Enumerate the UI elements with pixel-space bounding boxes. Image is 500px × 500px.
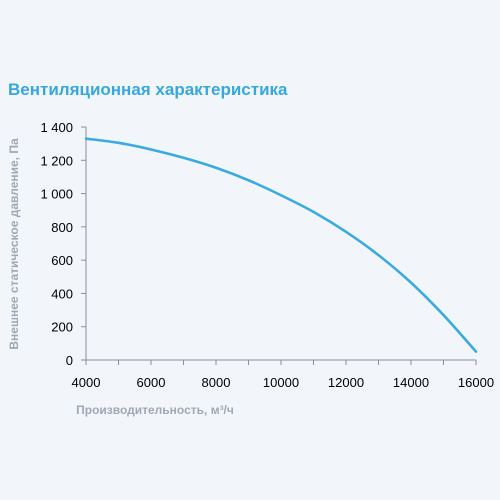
- y-axis-label-text: Внешнее статическое давление, Па: [7, 138, 21, 350]
- y-tick-label: 0: [66, 353, 73, 368]
- y-tick-label: 400: [51, 286, 73, 301]
- tick-labels: 0 200 400 600 800 1 000 1 200 1 400 4000 6000 8000…: [40, 120, 494, 390]
- series-line: [84, 137, 478, 353]
- chart-title: Вентиляционная характеристика: [8, 80, 288, 99]
- x-axis-label-text: Производительность, м³/ч: [76, 403, 234, 417]
- x-tick-label: 4000: [72, 375, 101, 390]
- y-axis-label: Внешнее статическое давление, Па: [7, 138, 21, 350]
- x-tick-label: 16000: [458, 375, 494, 390]
- x-tick-label: 6000: [137, 375, 166, 390]
- ticks: [81, 126, 477, 365]
- x-axis-label: Производительность, м³/ч: [76, 403, 234, 417]
- x-tick-label: 10000: [263, 375, 299, 390]
- series-group: [84, 137, 478, 353]
- y-tick-label: 600: [51, 253, 73, 268]
- x-tick-label: 8000: [202, 375, 231, 390]
- axes: [85, 127, 476, 361]
- y-tick-label: 200: [51, 320, 73, 335]
- y-tick-label: 1 400: [40, 120, 73, 135]
- x-tick-label: 14000: [393, 375, 429, 390]
- y-tick-label: 1 000: [40, 187, 73, 202]
- y-tick-label: 1 200: [40, 153, 73, 168]
- x-tick-label: 12000: [328, 375, 364, 390]
- y-tick-label: 800: [51, 220, 73, 235]
